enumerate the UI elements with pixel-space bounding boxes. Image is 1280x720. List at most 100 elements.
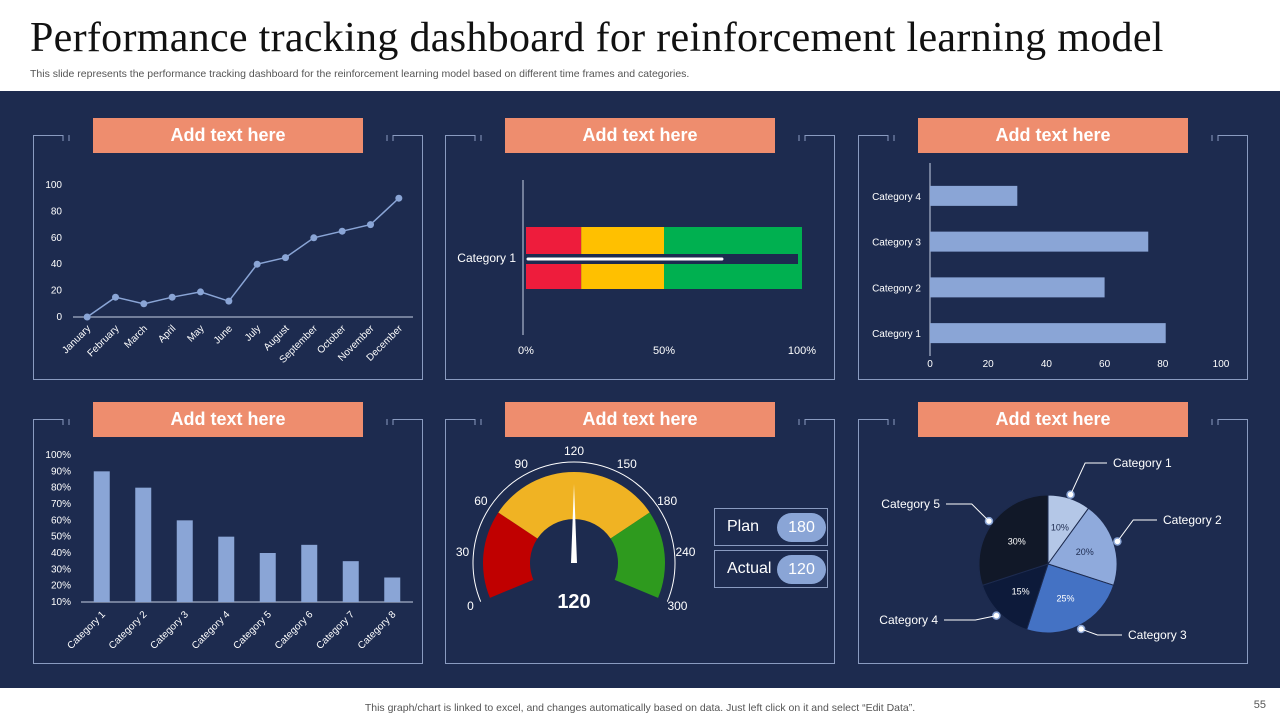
callout-line [1070,462,1107,495]
legend-label: Category 3 [1128,628,1187,642]
y-tick-label: 40% [51,548,71,559]
bar [301,544,318,602]
gauge-band [483,512,538,598]
data-point [140,300,148,308]
plan-box: Plan 180 [714,508,828,546]
y-tick-label: 20 [51,286,63,297]
y-tick-label: 10% [51,597,71,608]
panel-frame [858,419,1248,664]
y-tick-label: 40 [51,259,63,270]
x-tick-label: 100 [1213,359,1230,370]
legend-label: Category 4 [879,613,938,627]
x-tick-label: Category 8 [356,609,399,652]
bar [93,471,110,602]
dashboard-area: Add text here 0 20 40 60 80 100 January Februar… [0,91,1280,688]
x-tick-label: Category 2 [107,609,150,652]
gauge-tick-label: 60 [474,494,488,508]
plan-value: 180 [777,513,826,542]
bar [930,185,1018,206]
category-label: Category 1 [872,329,921,340]
x-tick-label: 60 [1099,359,1111,370]
x-tick-label: 20 [983,359,995,370]
x-tick-label: May [185,323,206,344]
category-label: Category 4 [872,192,921,203]
bar [384,577,401,602]
bar [342,561,359,602]
x-tick-label: Category 3 [149,609,192,652]
gauge-tick-label: 300 [667,599,687,613]
category-label: Category 2 [872,283,921,294]
bar [259,553,276,602]
gauge-band [610,512,665,598]
bar [930,277,1105,298]
data-point [253,260,261,268]
panel-column-chart: Add text here 10% 20% 30% 40% 50% 60% 70% 80% 90… [33,402,423,664]
column-chart[interactable]: 10% 20% 30% 40% 50% 60% 70% 80% 90% 100% Category … [33,419,423,664]
y-tick-label: 60% [51,515,71,526]
panel-bullet-chart: Add text here Category 1 0% 50% 100% [445,118,835,380]
panel-header[interactable]: Add text here [918,402,1188,437]
panel-header[interactable]: Add text here [505,118,775,153]
bullet-chart[interactable]: Category 1 0% 50% 100% [445,135,835,380]
panel-frame [33,135,423,380]
gauge-tick-label: 0 [467,599,474,613]
x-tick-label: 100% [788,345,816,357]
data-point [282,254,289,262]
x-tick-label: Category 5 [232,609,275,652]
y-tick-label: 100% [45,450,71,461]
x-tick-label: 40 [1041,359,1053,370]
legend-label: Category 5 [881,497,940,511]
category-label: Category 1 [457,251,516,265]
x-tick-label: Category 7 [315,609,358,652]
gauge-tick-label: 150 [617,457,637,471]
category-label: Category 3 [872,238,921,249]
callout-line [944,615,997,621]
panel-header[interactable]: Add text here [93,118,363,153]
data-point [225,297,233,305]
y-tick-label: 30% [51,564,71,575]
x-tick-label: February [86,323,122,359]
x-tick-label: Category 6 [273,609,316,652]
data-point [395,194,403,202]
panel-header[interactable]: Add text here [505,402,775,437]
gauge-tick-label: 120 [564,444,584,458]
page-title: Performance tracking dashboard for reinf… [30,15,1164,61]
gauge-tick-label: 90 [515,457,529,471]
x-tick-label: 0 [927,359,933,370]
plan-label: Plan [727,518,760,535]
y-tick-label: 50% [51,532,71,543]
gauge-outline [472,461,676,602]
data-point [83,313,91,321]
bar [218,536,235,602]
data-point [367,221,374,229]
pie-chart[interactable]: 10% 20% 25% 15% 30% Category 1 Category 2 Categ… [858,419,1248,664]
slice-label: 30% [1008,536,1026,546]
panel-header[interactable]: Add text here [918,118,1188,153]
legend-label: Category 2 [1163,513,1222,527]
gauge-chart[interactable]: 0 30 60 90 120 150 180 240 300 120 [445,419,835,664]
x-tick-label: 50% [653,345,675,357]
x-tick-label: Category 4 [190,609,233,652]
panel-frame [445,419,835,664]
y-tick-label: 20% [51,581,71,592]
y-tick-label: 80% [51,483,71,494]
panel-frame [445,135,835,380]
x-tick-label: June [212,323,235,346]
x-tick-label: 0% [518,345,534,357]
callout-dot [992,611,1001,620]
gauge-tick-label: 180 [657,494,677,508]
x-tick-label: 80 [1157,359,1169,370]
callout-dot [1113,537,1122,546]
panel-horizontal-bar-chart: Add text here Category 1 Category 2 Catego… [858,118,1248,380]
data-point [112,293,119,301]
panel-frame [858,135,1248,380]
data-point [168,293,176,301]
y-tick-label: 100 [45,180,62,191]
actual-label: Actual [727,560,772,577]
data-point [197,288,204,296]
horizontal-bar-chart[interactable]: Category 1 Category 2 Category 3 Category 4… [858,135,1248,380]
callout-line [1117,519,1157,542]
bar [135,487,152,602]
panel-header[interactable]: Add text here [93,402,363,437]
